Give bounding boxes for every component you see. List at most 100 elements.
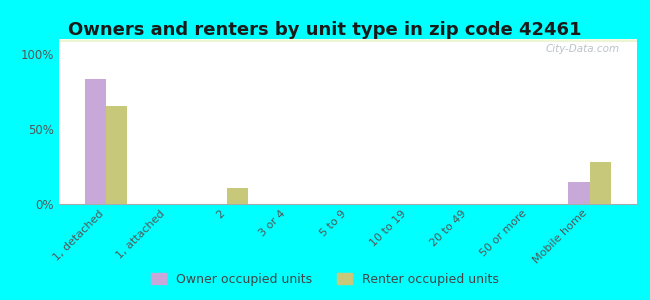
Bar bbox=[58, 40, 637, 42]
Bar bbox=[58, 40, 637, 42]
Bar bbox=[58, 40, 637, 41]
Bar bbox=[58, 40, 637, 42]
Bar bbox=[58, 40, 637, 41]
Bar bbox=[58, 40, 637, 42]
Bar bbox=[58, 39, 637, 41]
Legend: Owner occupied units, Renter occupied units: Owner occupied units, Renter occupied un… bbox=[146, 268, 504, 291]
Bar bbox=[58, 40, 637, 41]
Bar bbox=[106, 106, 127, 204]
Bar bbox=[58, 40, 637, 41]
Bar bbox=[84, 80, 106, 204]
Bar bbox=[58, 39, 637, 41]
Bar bbox=[58, 39, 637, 41]
Bar bbox=[58, 39, 637, 41]
Bar bbox=[58, 39, 637, 41]
Bar bbox=[58, 39, 637, 41]
Bar bbox=[58, 39, 637, 41]
Bar bbox=[58, 40, 637, 42]
Bar bbox=[58, 39, 637, 41]
Bar bbox=[58, 40, 637, 42]
Bar bbox=[58, 40, 637, 42]
Bar bbox=[58, 40, 637, 42]
Bar bbox=[58, 40, 637, 41]
Bar bbox=[58, 40, 637, 42]
Bar bbox=[58, 39, 637, 41]
Bar bbox=[58, 39, 637, 41]
Bar bbox=[58, 40, 637, 41]
Bar bbox=[58, 40, 637, 42]
Bar bbox=[58, 40, 637, 41]
Bar bbox=[58, 40, 637, 42]
Bar bbox=[58, 40, 637, 41]
Bar bbox=[58, 40, 637, 42]
Bar bbox=[58, 40, 637, 42]
Bar bbox=[58, 40, 637, 42]
Bar bbox=[58, 39, 637, 41]
Bar bbox=[58, 40, 637, 42]
Bar bbox=[58, 40, 637, 42]
Bar bbox=[58, 39, 637, 41]
Bar bbox=[58, 40, 637, 42]
Bar bbox=[58, 40, 637, 41]
Bar bbox=[58, 40, 637, 42]
Bar bbox=[58, 40, 637, 42]
Bar bbox=[58, 39, 637, 41]
Bar bbox=[58, 39, 637, 41]
Bar bbox=[58, 39, 637, 41]
Bar bbox=[590, 162, 611, 204]
Bar bbox=[58, 40, 637, 42]
Bar bbox=[58, 40, 637, 41]
Bar bbox=[58, 40, 637, 42]
Bar bbox=[58, 40, 637, 41]
Bar bbox=[58, 40, 637, 41]
Bar bbox=[58, 40, 637, 42]
Bar bbox=[58, 40, 637, 41]
Bar bbox=[58, 39, 637, 41]
Bar bbox=[58, 40, 637, 41]
Bar bbox=[58, 39, 637, 41]
Text: Owners and renters by unit type in zip code 42461: Owners and renters by unit type in zip c… bbox=[68, 21, 582, 39]
Bar bbox=[58, 40, 637, 42]
Bar bbox=[58, 40, 637, 42]
Bar bbox=[58, 39, 637, 41]
Bar bbox=[58, 40, 637, 41]
Bar bbox=[58, 40, 637, 41]
Bar bbox=[58, 39, 637, 41]
Bar bbox=[58, 40, 637, 42]
Bar bbox=[58, 40, 637, 42]
Bar bbox=[58, 40, 637, 42]
Bar bbox=[58, 40, 637, 42]
Bar bbox=[58, 40, 637, 42]
Bar bbox=[58, 40, 637, 42]
Bar bbox=[58, 39, 637, 41]
Bar bbox=[568, 182, 590, 204]
Bar bbox=[58, 39, 637, 41]
Bar bbox=[58, 40, 637, 41]
Bar bbox=[58, 40, 637, 42]
Bar bbox=[58, 39, 637, 41]
Bar bbox=[58, 40, 637, 41]
Bar bbox=[58, 40, 637, 42]
Bar bbox=[58, 40, 637, 42]
Bar bbox=[58, 39, 637, 41]
Bar bbox=[58, 40, 637, 42]
Bar bbox=[58, 40, 637, 41]
Bar bbox=[227, 188, 248, 204]
Bar bbox=[58, 40, 637, 42]
Bar bbox=[58, 40, 637, 41]
Bar bbox=[58, 40, 637, 42]
Bar bbox=[58, 40, 637, 42]
Bar bbox=[58, 40, 637, 41]
Bar bbox=[58, 40, 637, 41]
Bar bbox=[58, 40, 637, 42]
Text: City-Data.com: City-Data.com bbox=[545, 44, 619, 54]
Bar bbox=[58, 40, 637, 42]
Bar bbox=[58, 40, 637, 41]
Bar bbox=[58, 40, 637, 42]
Bar bbox=[58, 40, 637, 41]
Bar bbox=[58, 39, 637, 41]
Bar bbox=[58, 39, 637, 40]
Bar bbox=[58, 40, 637, 42]
Bar bbox=[58, 39, 637, 41]
Bar bbox=[58, 40, 637, 42]
